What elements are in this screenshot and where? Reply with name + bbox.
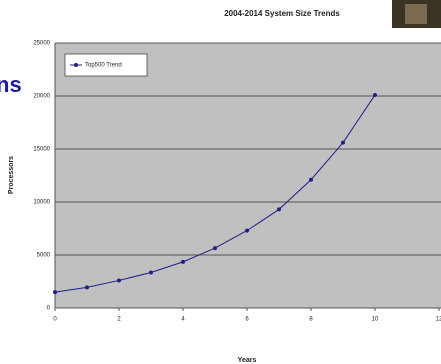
slide-heading: ns [0, 72, 22, 97]
y-tick-label: 0 [47, 306, 51, 312]
x-tick-label: 6 [245, 317, 249, 323]
data-point [181, 260, 185, 264]
slide: 2004-2014 System Size Trends ns Years Pr… [0, 0, 441, 364]
x-tick-label: 12 [436, 317, 441, 323]
data-point [309, 178, 313, 182]
plot-area [55, 43, 441, 308]
x-tick-label: 4 [181, 317, 185, 323]
y-tick-label: 10000 [33, 200, 50, 206]
y-tick-label: 25000 [33, 41, 50, 47]
data-point [277, 207, 281, 211]
chart-title: 2004-2014 System Size Trends [224, 9, 340, 18]
y-tick-label: 20000 [33, 94, 50, 100]
data-point [117, 278, 121, 282]
data-point [341, 141, 345, 145]
data-point [373, 93, 377, 97]
data-point [213, 246, 217, 250]
x-tick-label: 8 [309, 317, 313, 323]
legend-marker [74, 63, 78, 67]
y-axis-title: Processors [8, 156, 15, 194]
x-tick-label: 10 [372, 317, 379, 323]
data-point [85, 285, 89, 289]
y-tick-label: 15000 [33, 147, 50, 153]
data-point [149, 270, 153, 274]
legend-label: Top500 Trend [85, 63, 122, 69]
x-axis-title: Years [238, 357, 257, 364]
x-tick-label: 0 [53, 317, 57, 323]
y-tick-label: 5000 [37, 253, 51, 259]
x-tick-label: 2 [117, 317, 121, 323]
data-point [53, 290, 57, 294]
photo-detail [405, 4, 427, 24]
data-point [245, 229, 249, 233]
